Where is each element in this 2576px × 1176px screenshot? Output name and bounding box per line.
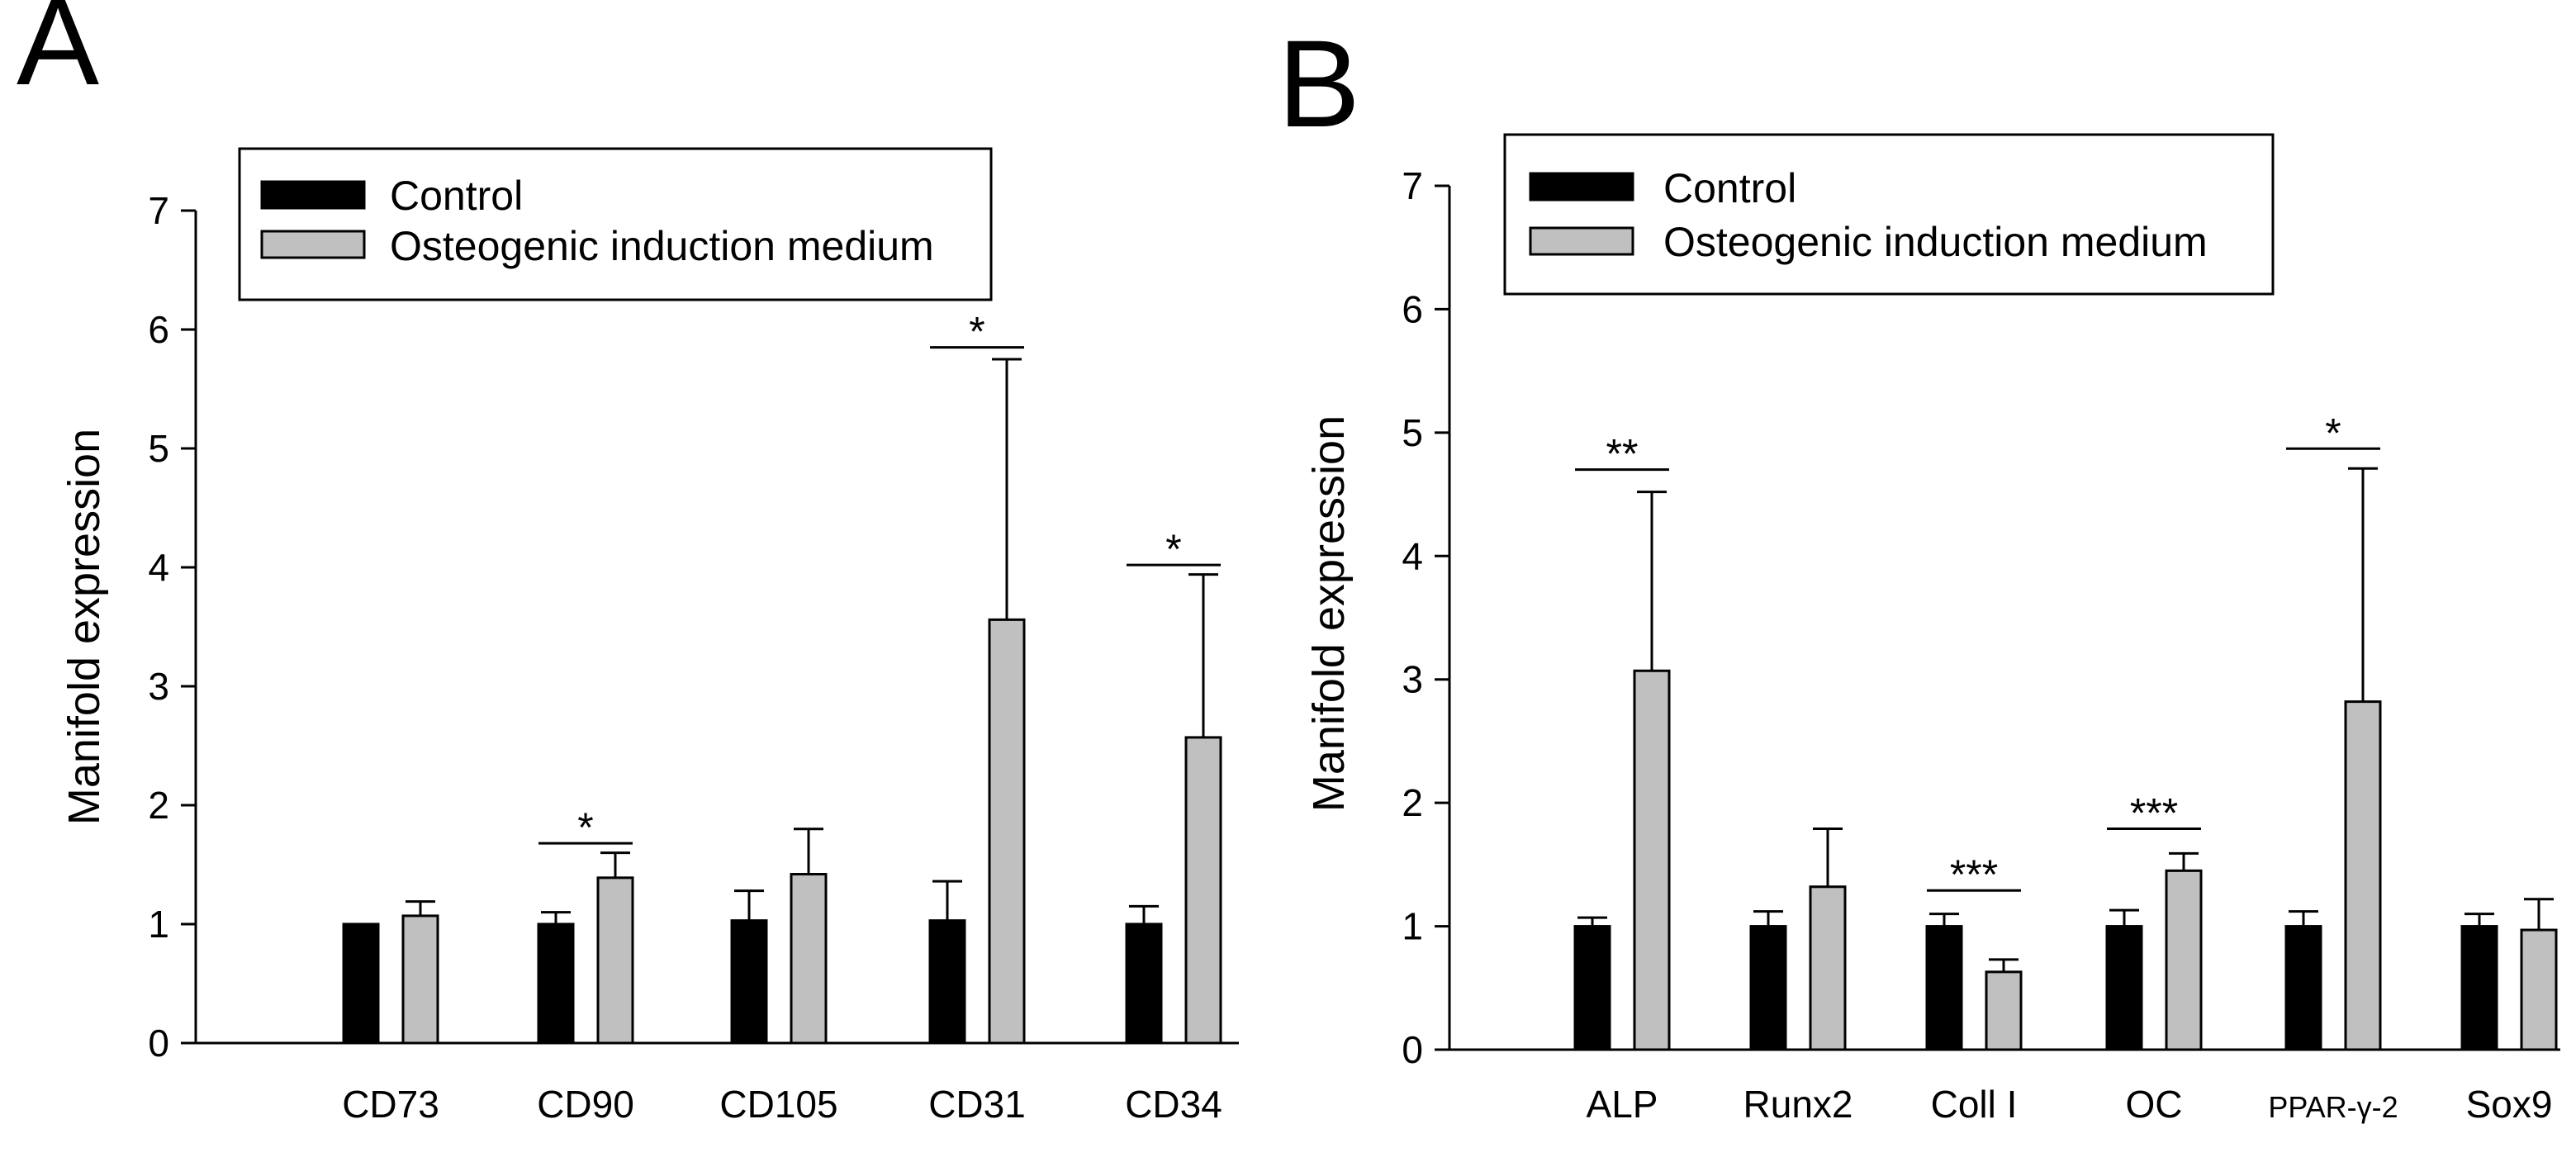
category-label: CD90 — [537, 1083, 634, 1126]
category-label: CD31 — [928, 1083, 1026, 1126]
legend-swatch-control — [1529, 172, 1634, 202]
legend-swatch-control — [260, 180, 366, 210]
category-label: Runx2 — [1743, 1083, 1853, 1126]
bar-treatment — [401, 914, 439, 1045]
y-tick-label: 0 — [1402, 1028, 1423, 1071]
significance-label: *** — [2130, 790, 2178, 837]
category-label: CD73 — [342, 1083, 439, 1126]
y-axis-label: Manifold expression — [1304, 415, 1354, 812]
y-tick-label: 2 — [148, 784, 169, 827]
panel-b: B 0 1 2 3 4 5 6 7 Manifold expression ALP Runx2 Coll… — [1278, 14, 2560, 1126]
bar-treatment — [1184, 736, 1222, 1045]
y-tick-label: 4 — [1402, 534, 1423, 577]
legend-swatch-treatment — [1529, 226, 1634, 256]
category-label: CD34 — [1125, 1083, 1222, 1126]
category-label: Coll I — [1931, 1083, 2018, 1126]
legend-frame — [238, 147, 993, 301]
bar-control — [2460, 925, 2498, 1051]
y-tick-label: 3 — [148, 665, 169, 708]
y-tick-label: 7 — [1402, 164, 1423, 207]
bar-control — [928, 919, 966, 1045]
bar-control — [1925, 925, 1963, 1051]
bar-treatment — [1809, 885, 1847, 1051]
y-tick-label: 5 — [148, 427, 169, 470]
bar-treatment — [2165, 869, 2203, 1051]
y-axis-label: Manifold expression — [59, 429, 109, 825]
bar-control — [1125, 922, 1163, 1045]
bar-treatment — [596, 876, 634, 1045]
y-tick-label: 3 — [1402, 658, 1423, 701]
y-tick-label: 1 — [1402, 905, 1423, 948]
bar-treatment — [2520, 928, 2558, 1051]
significance-label: ** — [1606, 431, 1639, 477]
y-tick-label: 1 — [148, 903, 169, 946]
category-label: PPAR-γ-2 — [2268, 1090, 2398, 1124]
bar-control — [537, 922, 575, 1045]
legend-label-treatment: Osteogenic induction medium — [390, 223, 934, 269]
legend-label-control: Control — [390, 173, 523, 219]
bar-treatment — [790, 873, 828, 1045]
legend-swatch-treatment — [260, 230, 366, 259]
bar-treatment — [2344, 700, 2382, 1051]
bar-control — [342, 922, 380, 1045]
significance-label: * — [2325, 410, 2341, 456]
bar-treatment — [1633, 669, 1671, 1051]
bar-control — [1573, 925, 1611, 1051]
legend: Control Osteogenic induction medium — [1503, 133, 2275, 296]
category-label: OC — [2126, 1083, 2183, 1126]
bar-treatment — [988, 618, 1026, 1045]
significance-label: * — [577, 804, 593, 851]
panel-label: B — [1278, 14, 1360, 153]
y-tick-label: 6 — [148, 308, 169, 351]
panel-a: A 0 1 2 3 4 5 6 7 Manifold expression CD73 CD90 CD10… — [17, 0, 1239, 1126]
legend-label-control: Control — [1663, 165, 1796, 211]
significance-label: * — [1165, 526, 1181, 572]
significance-label: *** — [1950, 851, 1998, 898]
category-label: CD105 — [719, 1083, 837, 1126]
category-label: ALP — [1587, 1083, 1658, 1126]
legend-label-treatment: Osteogenic induction medium — [1663, 219, 2208, 265]
legend-frame — [1503, 133, 2275, 296]
significance-label: * — [969, 309, 984, 355]
bar-control — [1749, 925, 1787, 1051]
bar-treatment — [1985, 970, 2023, 1051]
bar-control — [730, 919, 768, 1045]
bar-control — [2105, 925, 2143, 1051]
y-tick-label: 5 — [1402, 411, 1423, 454]
y-tick-label: 4 — [148, 546, 169, 589]
y-tick-label: 7 — [148, 189, 169, 232]
bar-control — [2284, 925, 2322, 1051]
category-label: Sox9 — [2466, 1083, 2553, 1126]
y-tick-label: 2 — [1402, 781, 1423, 824]
panel-label: A — [17, 0, 99, 111]
y-tick-label: 0 — [148, 1022, 169, 1065]
y-tick-label: 6 — [1402, 287, 1423, 330]
